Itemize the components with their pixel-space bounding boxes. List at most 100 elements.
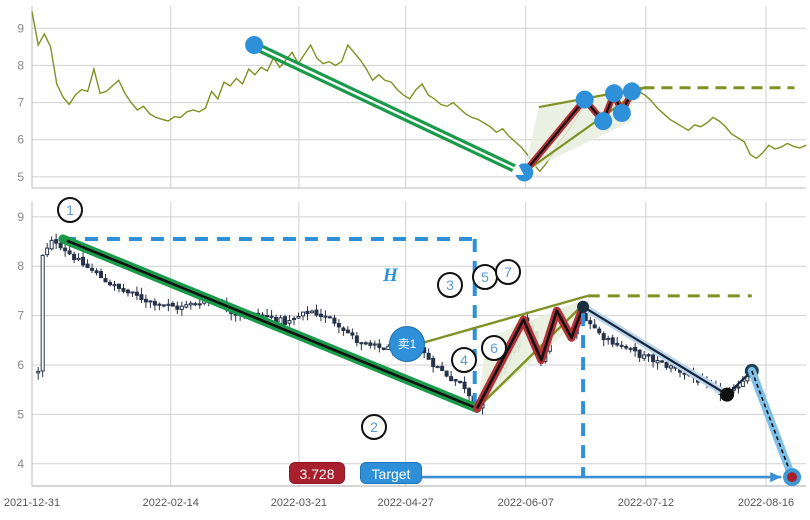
pivot-dot[interactable] [605,84,624,103]
candle-body [36,370,41,374]
candle-body [664,361,669,368]
candle-body [67,250,72,255]
candle-body [45,247,50,256]
pivot-dot[interactable] [622,82,641,101]
candle-body [336,323,341,328]
candle-body [368,342,373,346]
target-inner-dot[interactable] [787,472,798,483]
candle-body [170,302,175,307]
candle-body [94,270,99,274]
candle-body [58,242,63,249]
candle-body [467,388,472,397]
candle-body [175,305,180,310]
decline-start-dot[interactable] [577,300,590,313]
candle-body [188,302,193,306]
candle-body [377,343,382,348]
candle-body [615,342,620,346]
y-tick-label: 7 [17,96,24,110]
candle-body [624,345,629,349]
candle-body [740,380,745,388]
y-tick-label: 8 [17,259,24,273]
y-tick-label: 5 [17,407,24,421]
candle-body [81,256,86,266]
candle-body [736,386,741,389]
candle-body [619,344,624,347]
candle-body [458,380,463,384]
candle-body [309,310,314,314]
x-tick-label: 2022-04-27 [377,497,434,509]
target-level-arrow [368,472,782,483]
candle-body [108,281,113,286]
candle-body [130,291,135,294]
candle-body [134,291,139,296]
candle-body [103,278,108,283]
pivot-dot[interactable] [594,112,613,131]
candle-body [601,333,606,341]
candle-body [359,342,364,345]
pivot-marker-2[interactable]: 2 [361,414,387,440]
target-label-badge[interactable]: Target [360,462,422,484]
price-line [31,11,807,173]
candle-body [372,343,377,346]
candle-body [597,328,602,334]
pivot-dot[interactable] [612,103,631,122]
candle-body [292,317,297,321]
candle-body [592,324,597,329]
candle-body [642,354,647,359]
candle-body [143,298,148,303]
candle-body [278,317,283,324]
candle-body [287,319,292,324]
candle-body [152,301,157,306]
candle-body [161,304,166,307]
candle-body [265,314,270,318]
wedge-resistance-line [422,294,589,344]
candle-body [381,347,386,350]
candle-body [314,309,319,316]
candle-body [76,257,81,261]
candle-body [628,347,633,350]
candle-body [112,284,117,287]
decline-pivot-dot[interactable] [720,387,735,402]
x-tick-label: 2022-08-16 [737,497,795,509]
pivot-dot[interactable] [575,90,594,109]
candle-body [588,320,593,325]
low-arrow-marker [510,162,524,175]
candle-body [426,352,431,360]
candle-body [121,287,126,292]
candle-body [435,366,440,369]
pivot-marker-4[interactable]: 4 [451,347,477,373]
candle-body [363,342,368,345]
candle-body [444,370,449,377]
y-tick-label: 9 [17,21,24,35]
candle-body [350,332,355,336]
candle-body [682,372,687,375]
candle-body [660,360,665,363]
y-tick-label: 4 [17,457,24,471]
x-tick-label: 2022-02-14 [142,497,199,509]
zigzag-wave-core [475,306,585,410]
candle-body [323,315,328,318]
x-tick-label: 2021-12-31 [3,497,61,509]
candle-body [269,315,274,318]
x-tick-label: 2022-06-07 [497,497,554,509]
target-price-badge[interactable]: 3.728 [289,462,345,484]
pivot-marker-3[interactable]: 3 [437,272,463,298]
candle-body [453,379,458,382]
pivot-marker-7[interactable]: 7 [495,259,521,285]
pivot-dot[interactable] [245,36,264,54]
sell-signal-badge[interactable]: 卖1 [389,326,425,362]
candle-body [72,253,77,261]
pivot-marker-5[interactable]: 5 [472,264,498,290]
x-tick-label: 2022-07-12 [617,497,674,509]
candle-body [54,239,59,244]
candle-body [610,337,615,345]
candle-body [116,283,121,289]
pivot-marker-6[interactable]: 6 [481,335,507,361]
candle-body [431,357,436,368]
pivot-marker-1[interactable]: 1 [57,197,83,223]
candle-body [179,305,184,310]
candle-body [197,303,202,306]
y-tick-label: 6 [17,358,24,372]
candle-body [449,376,454,382]
